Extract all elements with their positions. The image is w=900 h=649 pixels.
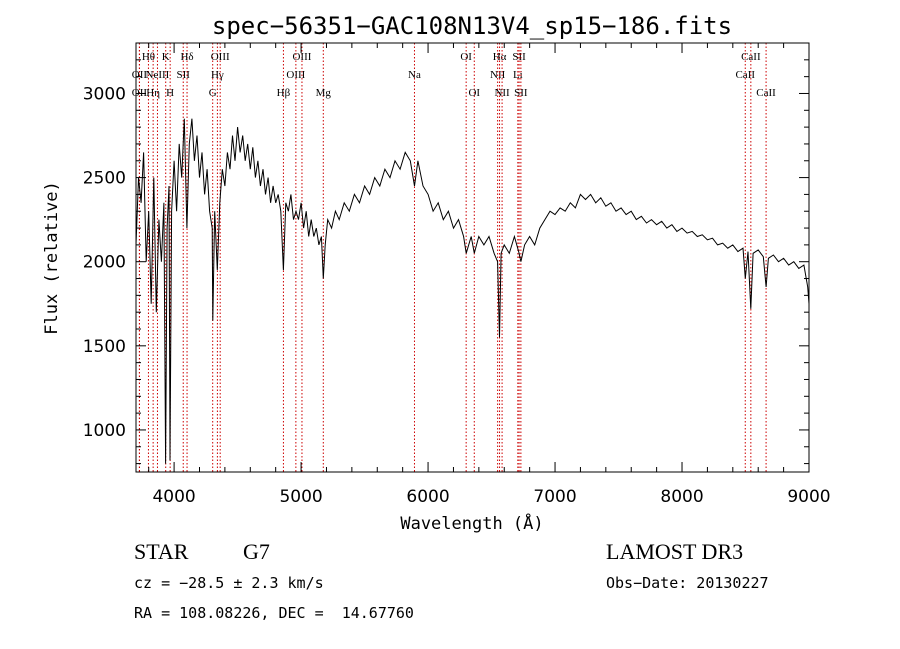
object-class: STAR bbox=[134, 539, 189, 564]
spectral-line-label: Hη bbox=[146, 87, 160, 99]
spectral-line-label: SII bbox=[514, 87, 528, 99]
x-tick-label: 9000 bbox=[787, 487, 830, 507]
x-axis-ticks: 4000 5000 6000 7000 8000 9000 bbox=[148, 43, 831, 507]
spectral-line-label: OI bbox=[460, 51, 472, 63]
spectral-line-label: Na bbox=[408, 69, 421, 81]
y-tick-label: 1000 bbox=[83, 421, 126, 441]
spectral-line-label: Hγ bbox=[211, 69, 224, 81]
y-tick-label: 1500 bbox=[83, 337, 126, 357]
spectral-line-label: SII bbox=[177, 69, 191, 81]
redshift-text: cz = −28.5 ± 2.3 km/s bbox=[134, 574, 324, 592]
chart-title: spec−56351−GAC108N13V4_sp15−186.fits bbox=[212, 12, 732, 40]
spectral-line-label: OI bbox=[468, 87, 480, 99]
spectral-line-label: SII bbox=[512, 51, 526, 63]
obs-date: Obs−Date: 20130227 bbox=[606, 574, 769, 592]
spectral-line-label: Mg bbox=[316, 87, 332, 99]
y-axis-ticks: 1000 1500 2000 2500 3000 bbox=[83, 59, 809, 465]
x-tick-label: 4000 bbox=[152, 487, 195, 507]
spectral-line-label: K bbox=[162, 51, 170, 63]
spectral-line-label: Hδ bbox=[180, 51, 193, 63]
y-tick-label: 2000 bbox=[83, 253, 126, 273]
y-tick-label: 3000 bbox=[83, 84, 126, 104]
object-subclass: G7 bbox=[243, 539, 270, 564]
spectral-line-label: NII bbox=[490, 69, 506, 81]
spectral-line-label: CaII bbox=[741, 51, 761, 63]
coordinates-text: RA = 108.08226, DEC = 14.67760 bbox=[134, 604, 414, 622]
spectral-line-label: OIII bbox=[292, 51, 311, 63]
spectral-line-label: Hα bbox=[493, 51, 507, 63]
spectral-line-label: H bbox=[166, 87, 174, 99]
x-tick-label: 7000 bbox=[533, 487, 576, 507]
spectral-line-label: CaII bbox=[756, 87, 776, 99]
x-tick-label: 6000 bbox=[406, 487, 449, 507]
spectral-line-label: Li bbox=[513, 69, 523, 81]
spectral-line-label: NeIII bbox=[146, 69, 170, 81]
spectral-line-label: CaII bbox=[735, 69, 755, 81]
survey-name: LAMOST DR3 bbox=[606, 539, 744, 564]
spectral-line-label: OIII bbox=[286, 69, 305, 81]
y-axis-label: Flux (relative) bbox=[42, 181, 62, 335]
spectral-line-label: Hθ bbox=[142, 51, 155, 63]
x-tick-label: 5000 bbox=[279, 487, 322, 507]
x-axis-label: Wavelength (Å) bbox=[400, 512, 543, 534]
series-line-flux bbox=[135, 118, 810, 464]
spectral-line-label: NII bbox=[494, 87, 510, 99]
plot-frame bbox=[135, 42, 810, 473]
spectral-line-label: Hβ bbox=[277, 87, 291, 99]
spectral-line-markers: OIIOIIHθHηNeIIIKHSIIHδGHγOIIIHβOIIIOIIIM… bbox=[132, 43, 776, 472]
x-tick-label: 8000 bbox=[660, 487, 703, 507]
spectral-line-label: OIII bbox=[211, 51, 230, 63]
y-tick-label: 2500 bbox=[83, 169, 126, 189]
spectral-line-label: G bbox=[209, 87, 217, 99]
spectrum-series bbox=[135, 118, 810, 464]
